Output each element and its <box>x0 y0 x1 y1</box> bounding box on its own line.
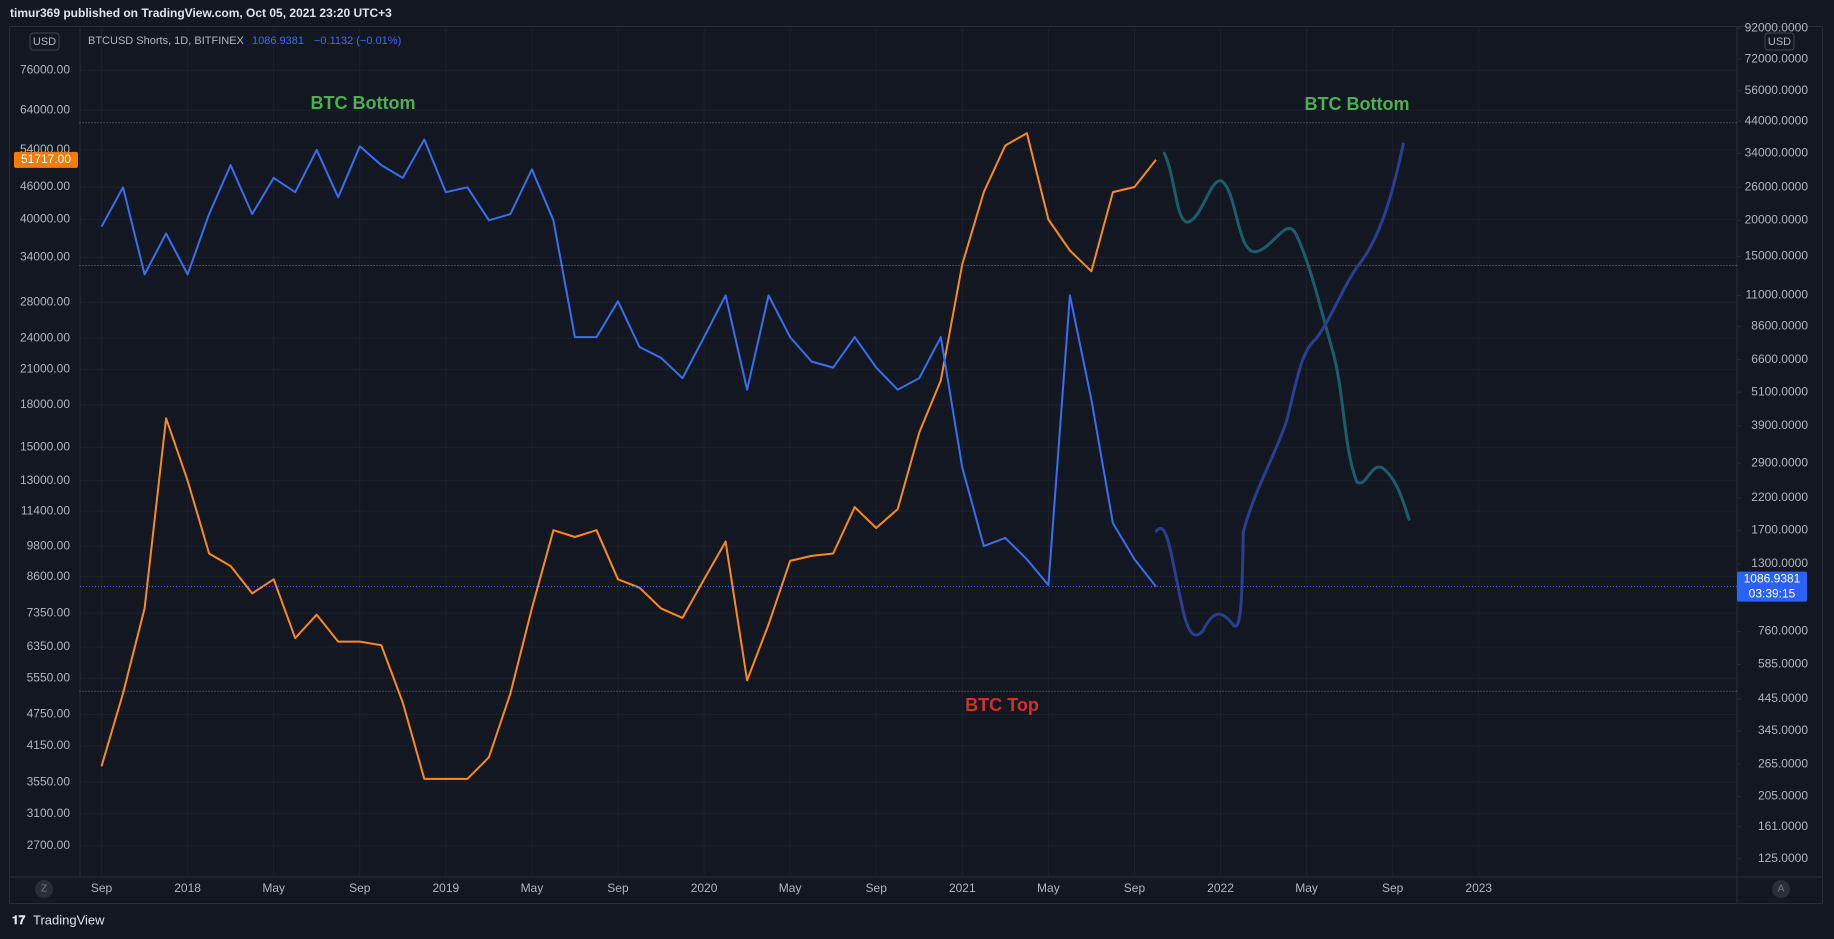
y2-tick-label: 5100.0000 <box>1751 384 1808 398</box>
currency[interactable]: USD <box>1768 36 1791 48</box>
log-button[interactable] <box>35 880 53 898</box>
currency-box[interactable] <box>1764 32 1795 51</box>
y2-tick-label: 34000.0000 <box>1745 146 1809 160</box>
y2-tick-label: 445.0000 <box>1758 691 1808 705</box>
y-tick-label: 15000.00 <box>20 440 70 454</box>
x-tick-label: Sep <box>1382 881 1404 895</box>
x-tick-label: 2019 <box>432 881 459 895</box>
x-tick-label: 2022 <box>1207 881 1234 895</box>
plot <box>100 132 1157 780</box>
y-tick-label: 18000.00 <box>20 397 70 411</box>
y-tick-label: 3100.00 <box>27 806 71 820</box>
y-tick-label: 11400.00 <box>21 503 70 517</box>
price-label: 1086.9381 <box>1744 572 1801 586</box>
auto-button-label[interactable]: A <box>1778 884 1785 895</box>
y2-tick-label: 760.0000 <box>1758 624 1808 638</box>
currency[interactable]: USD <box>33 36 56 48</box>
y-tick-label: 46000.00 <box>20 179 70 193</box>
y-tick-label: 8600.00 <box>27 569 71 583</box>
y2-tick-label: 72000.0000 <box>1745 51 1809 65</box>
y2-tick-label: 1300.0000 <box>1751 556 1808 570</box>
legend-symbol: BTCUSD Shorts, 1D, BITFINEX <box>88 35 245 47</box>
auto-button[interactable] <box>1772 880 1790 898</box>
y2-tick-label: 3900.0000 <box>1751 418 1808 432</box>
y-tick-label: 9800.00 <box>27 538 71 552</box>
y2-tick-label: 125.0000 <box>1758 851 1808 865</box>
price-label-box <box>14 151 78 168</box>
series-line <box>100 138 1157 588</box>
grid <box>80 26 1737 877</box>
y-tick-label: 6350.00 <box>27 639 71 653</box>
y2-tick-label: 2200.0000 <box>1751 490 1808 504</box>
brand-logo: 𝟏𝟕 <box>12 913 26 927</box>
legend-value: 1086.9381 <box>252 35 304 47</box>
x-tick-label: Sep <box>607 881 629 895</box>
annotation: BTC Bottom <box>311 93 416 113</box>
y2-tick-label: 92000.0000 <box>1745 20 1809 34</box>
x-tick-label: 2021 <box>949 881 976 895</box>
annotation: BTC Top <box>965 695 1039 715</box>
x-tick-label: Sep <box>349 881 371 895</box>
annotation: BTC Bottom <box>1305 94 1410 114</box>
y-tick-label: 76000.00 <box>20 63 70 77</box>
y2-tick-label: 585.0000 <box>1758 657 1808 671</box>
y2-tick-label: 56000.0000 <box>1745 83 1809 97</box>
x-tick-label: Sep <box>91 881 113 895</box>
currency-box[interactable] <box>29 32 60 51</box>
y2-tick-label: 8600.0000 <box>1751 319 1808 333</box>
x-tick-label: 2020 <box>691 881 718 895</box>
y-tick-label: 40000.00 <box>20 212 70 226</box>
y2-tick-label: 26000.0000 <box>1745 179 1809 193</box>
y-tick-label: 21000.00 <box>20 361 70 375</box>
brand: TradingView <box>33 912 105 927</box>
y2-tick-label: 1700.0000 <box>1751 522 1808 536</box>
y-tick-label: 4150.00 <box>27 738 71 752</box>
price-label: 51717.00 <box>21 152 71 166</box>
x-tick-label: May <box>521 881 544 895</box>
projection-curve <box>1164 152 1410 520</box>
log-button-label[interactable]: Z <box>41 884 47 895</box>
x-tick-label: Sep <box>1124 881 1146 895</box>
y2-tick-label: 345.0000 <box>1758 723 1808 737</box>
y-tick-label: 24000.00 <box>20 330 70 344</box>
drawings <box>80 123 1737 691</box>
publisher: timur369 published on TradingView.com, O… <box>10 6 392 20</box>
y2-tick-label: 20000.0000 <box>1745 212 1809 226</box>
y2-tick-label: 11000.0000 <box>1745 288 1808 302</box>
y-tick-label: 34000.00 <box>20 249 70 263</box>
y2-tick-label: 2900.0000 <box>1751 455 1808 469</box>
y-tick-label: 3550.00 <box>27 774 71 788</box>
countdown: 03:39:15 <box>1749 587 1796 601</box>
x-tick-label: May <box>262 881 285 895</box>
y2-tick-label: 6600.0000 <box>1751 352 1808 366</box>
y-tick-label: 13000.00 <box>20 473 70 487</box>
legend-change: −0.1132 (−0.01%) <box>314 35 401 47</box>
y2-tick-label: 15000.0000 <box>1745 249 1809 263</box>
x-tick-label: May <box>1295 881 1318 895</box>
y2-tick-label: 265.0000 <box>1758 756 1808 770</box>
y2-tick-label: 44000.0000 <box>1745 113 1809 127</box>
x-tick-label: Sep <box>866 881 888 895</box>
chart-frame <box>9 26 1823 904</box>
series-line <box>100 132 1157 780</box>
x-tick-label: 2018 <box>174 881 201 895</box>
y-tick-label: 28000.00 <box>20 295 70 309</box>
x-tick-label: 2023 <box>1465 881 1492 895</box>
y-tick-label: 2700.00 <box>27 838 71 852</box>
x-tick-label: May <box>1037 881 1060 895</box>
y2-tick-label: 205.0000 <box>1758 789 1808 803</box>
y-tick-label: 5550.00 <box>27 671 71 685</box>
x-tick-label: May <box>779 881 802 895</box>
y-tick-label: 4750.00 <box>27 707 71 721</box>
price-label-box <box>1737 571 1807 602</box>
y-tick-label: 64000.00 <box>20 102 70 116</box>
projection-curve <box>1156 143 1404 635</box>
y-tick-label: 7350.00 <box>27 605 71 619</box>
y2-tick-label: 161.0000 <box>1758 819 1808 833</box>
